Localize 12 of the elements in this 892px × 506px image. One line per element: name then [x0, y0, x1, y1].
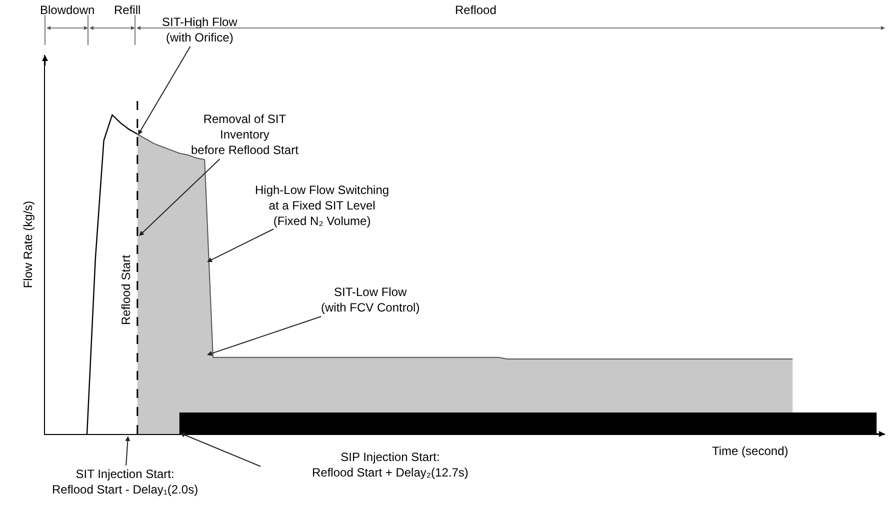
- text: Blowdown: [40, 3, 95, 17]
- x-axis-title: Time (second): [712, 444, 788, 458]
- annotation: High-Low Flow Switching at a Fixed SIT Level (Fixed N₂ Volume): [255, 183, 390, 228]
- y-axis-title: Flow Rate (kg/s): [21, 200, 36, 288]
- text: Refill: [114, 3, 141, 17]
- annotation: Reflood Start: [119, 254, 133, 325]
- text: SIT-High Flow (with Orifice): [162, 15, 238, 45]
- text: Reflood: [455, 3, 496, 17]
- text: SIT Injection Start: Reflood Start - Delay₁(2.0s): [52, 467, 198, 497]
- text: SIP Injection Start: Reflood Start + Delay₂(12.7s): [312, 450, 468, 480]
- annotation: Removal of SIT Inventory before Reflood Start: [191, 112, 300, 158]
- annotation: SIT-Low Flow (with FCV Control): [321, 285, 420, 315]
